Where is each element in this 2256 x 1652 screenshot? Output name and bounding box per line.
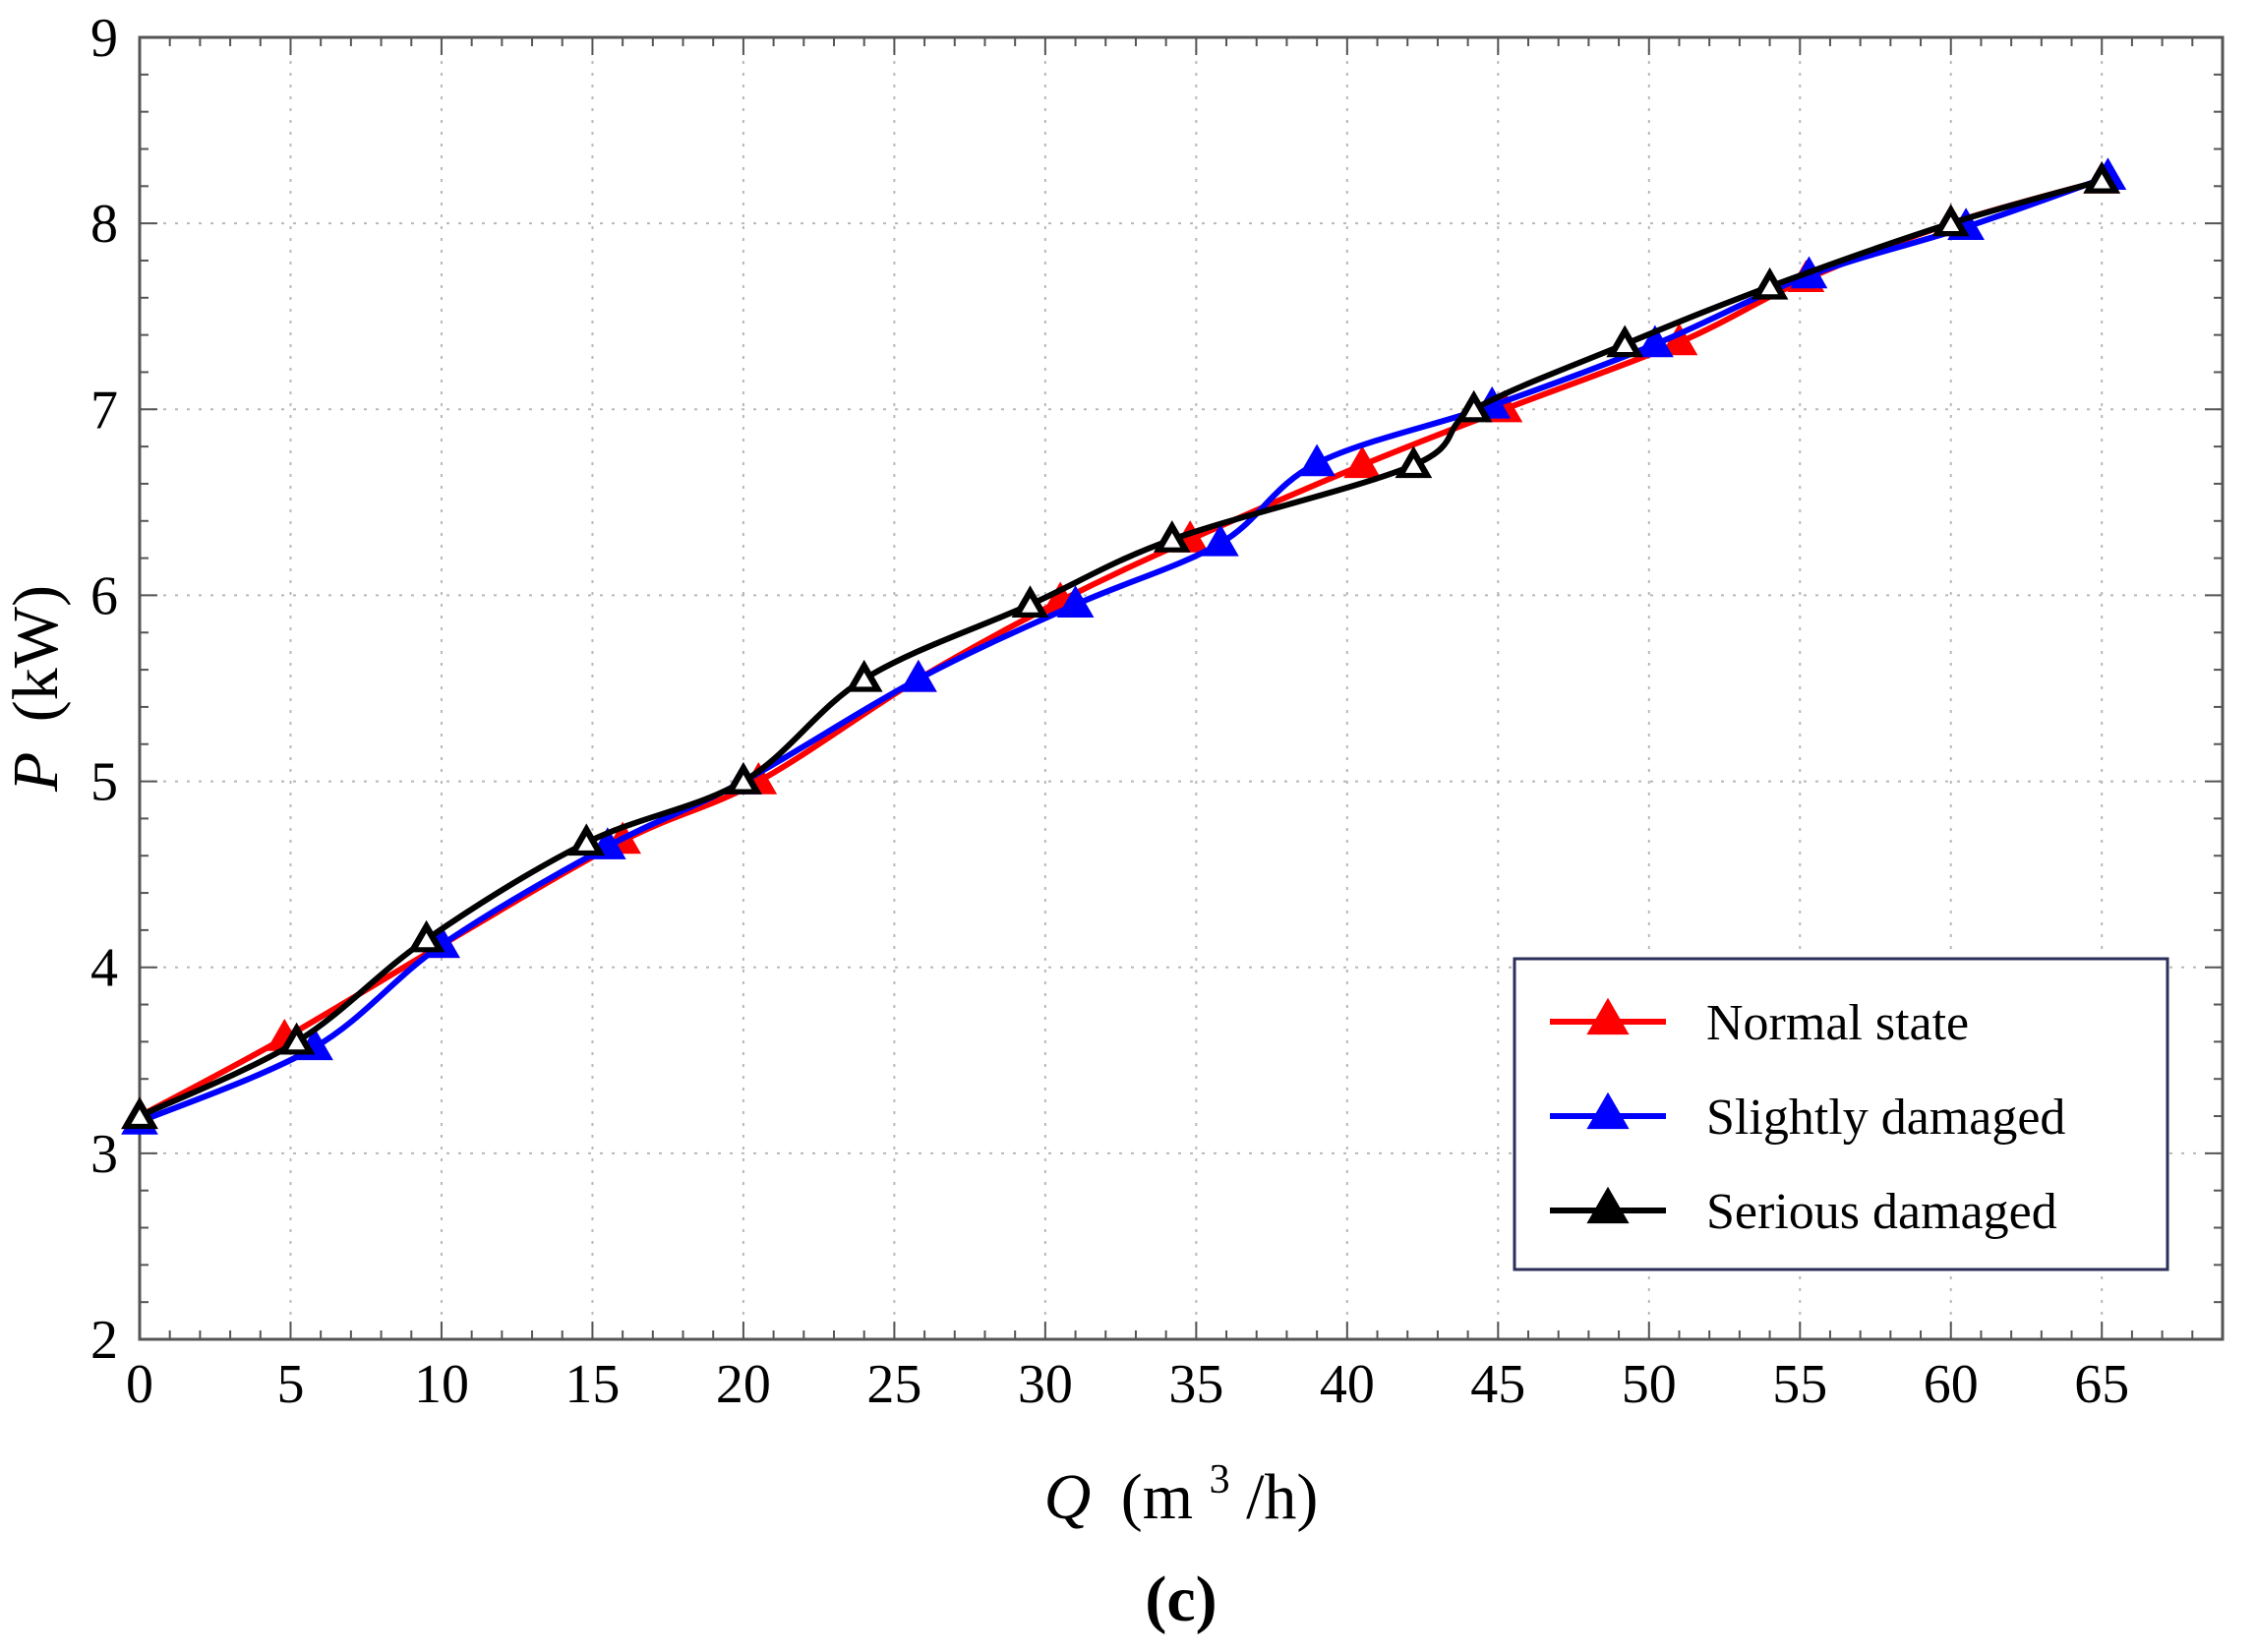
legend-marker <box>1586 1092 1630 1130</box>
x-axis-unit: (m <box>1121 1461 1193 1533</box>
y-tick-label: 8 <box>90 194 118 255</box>
data-point-highlight <box>418 932 435 948</box>
data-point <box>1202 523 1239 557</box>
legend-item: Normal state <box>1550 995 1969 1051</box>
legend-item: Serious damaged <box>1550 1184 2057 1240</box>
series-layer <box>121 157 2127 1135</box>
data-point-highlight <box>1163 533 1181 548</box>
x-tick-label: 5 <box>276 1354 304 1415</box>
x-tick-label: 15 <box>564 1354 620 1415</box>
data-point-highlight <box>1465 402 1483 418</box>
data-point-highlight <box>856 672 873 687</box>
series-line <box>137 177 2106 1119</box>
data-point <box>900 659 937 692</box>
data-point-highlight <box>1942 216 1960 231</box>
x-axis-label: Q (m 3 /h) <box>1044 1436 1319 1533</box>
data-point-highlight <box>288 1034 305 1050</box>
y-tick-label: 5 <box>90 752 118 813</box>
y-axis-variable: P <box>0 752 72 793</box>
data-point-highlight <box>1761 279 1778 295</box>
legend-marker <box>1586 1186 1630 1224</box>
x-tick-label: 60 <box>1924 1354 1979 1415</box>
data-point-highlight <box>131 1109 148 1124</box>
data-point-highlight <box>1405 458 1422 473</box>
data-point-highlight <box>1616 337 1633 352</box>
data-point <box>1343 445 1382 479</box>
legend: Normal state Slightly damaged Serious dama… <box>1513 957 2169 1271</box>
data-point-highlight <box>1022 598 1039 613</box>
plot-frame <box>138 35 2225 1341</box>
legend-label: Serious damaged <box>1706 1184 2057 1240</box>
y-tick-label: 2 <box>90 1310 118 1371</box>
y-axis-unit: (kW) <box>0 585 72 722</box>
y-tick-label: 3 <box>90 1124 118 1185</box>
x-axis-unit-superscript: 3 <box>1210 1457 1230 1503</box>
x-tick-label: 65 <box>2074 1354 2129 1415</box>
y-axis-label: P (kW) <box>0 585 72 793</box>
y-tick-label: 9 <box>90 8 118 69</box>
series-serious-damaged <box>121 160 2121 1130</box>
x-tick-label: 25 <box>866 1354 921 1415</box>
data-point <box>1636 324 1674 358</box>
x-tick-label: 20 <box>716 1354 771 1415</box>
x-tick-label: 40 <box>1320 1354 1375 1415</box>
legend-label: Normal state <box>1706 995 1969 1051</box>
x-axis-variable: Q <box>1044 1461 1092 1533</box>
x-tick-label: 50 <box>1622 1354 1677 1415</box>
y-tick-label: 4 <box>90 938 118 999</box>
data-point-highlight <box>735 774 752 790</box>
y-axis: 2 3 4 5 6 7 8 9 <box>90 8 2223 1371</box>
data-point-highlight <box>2093 174 2110 189</box>
x-tick-label: 10 <box>414 1354 469 1415</box>
data-point-highlight <box>577 836 595 851</box>
x-tick-label: 0 <box>126 1354 153 1415</box>
y-tick-label: 7 <box>90 380 118 441</box>
y-tick-label: 6 <box>90 565 118 626</box>
legend-item: Slightly damaged <box>1550 1090 2065 1146</box>
subfigure-label: (c) <box>1145 1564 1217 1635</box>
legend-marker <box>1586 997 1630 1035</box>
x-tick-label: 35 <box>1168 1354 1223 1415</box>
x-tick-label: 55 <box>1772 1354 1827 1415</box>
x-axis: 0 5 10 15 20 25 30 35 40 45 50 55 60 65 <box>126 37 2224 1415</box>
legend-label: Slightly damaged <box>1706 1090 2065 1146</box>
data-point <box>1056 585 1095 618</box>
data-point <box>1298 443 1336 477</box>
x-tick-label: 30 <box>1018 1354 1073 1415</box>
x-tick-label: 45 <box>1470 1354 1525 1415</box>
x-axis-unit-rest: /h) <box>1246 1461 1318 1533</box>
